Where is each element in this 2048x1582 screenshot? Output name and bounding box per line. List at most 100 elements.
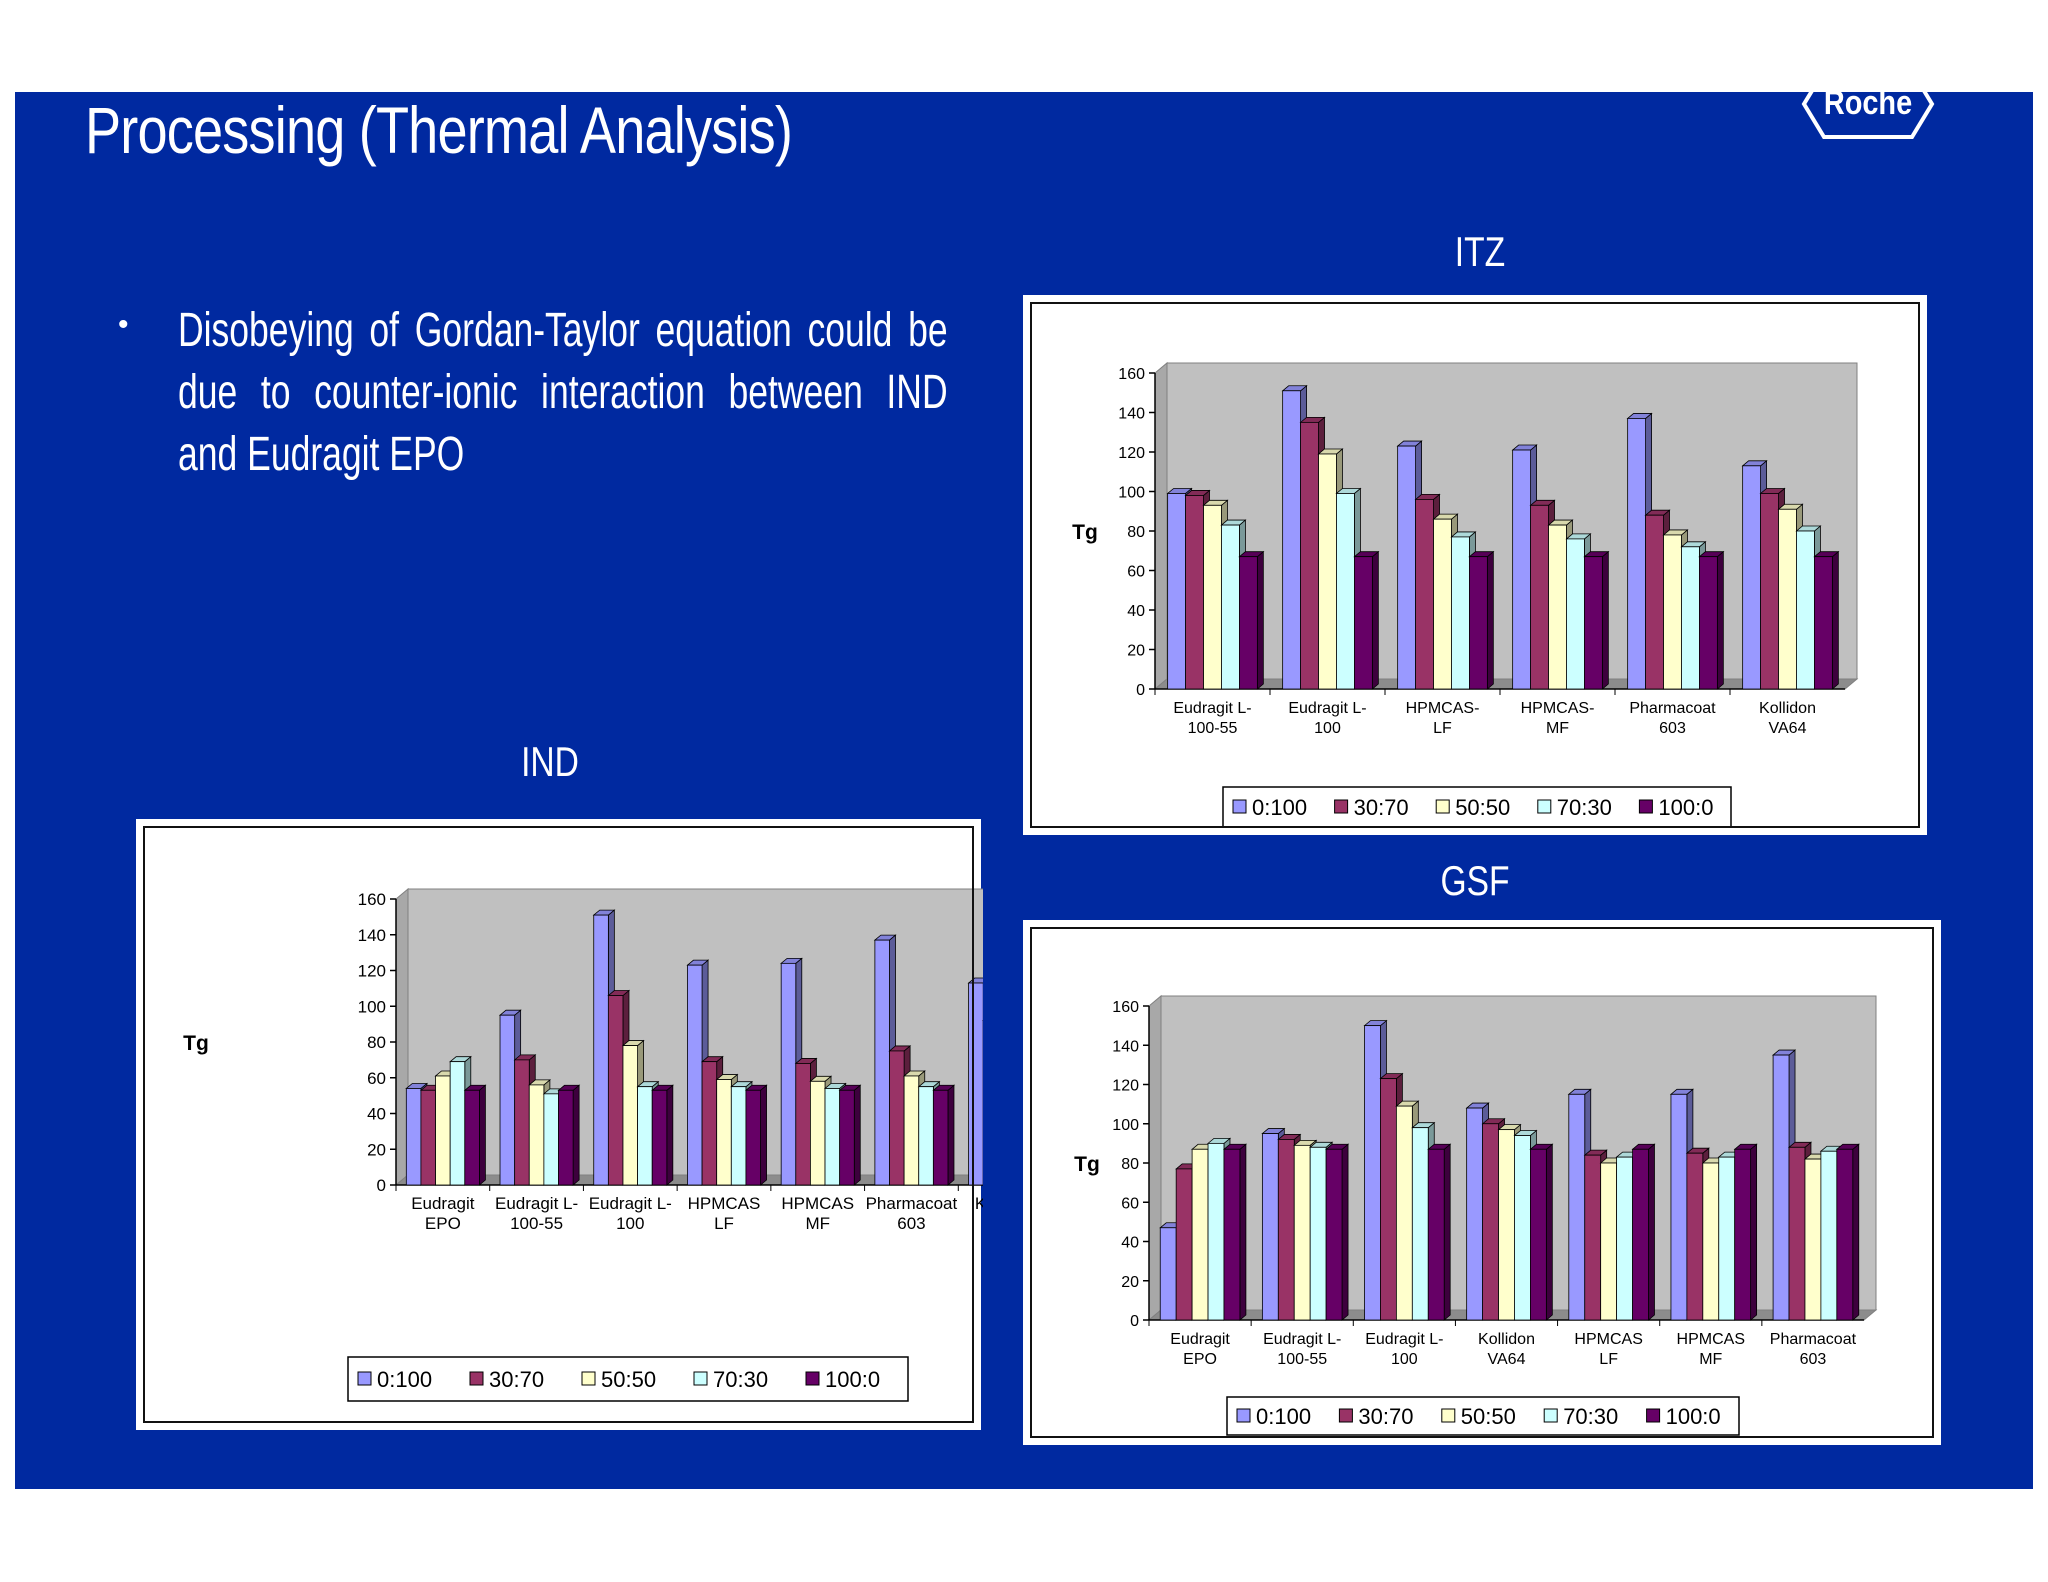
bar — [1627, 418, 1646, 690]
legend-swatch — [805, 1371, 820, 1386]
bar-side — [1616, 1157, 1624, 1321]
bar-top — [542, 1088, 566, 1095]
bar — [1221, 524, 1240, 690]
x-category-label: Eudragit L- — [495, 1194, 578, 1213]
bar-side — [1584, 533, 1591, 690]
bar-top — [1206, 1137, 1232, 1144]
bar — [499, 1014, 516, 1186]
bar-side — [918, 1070, 926, 1186]
x-category-label: Kollidon — [1478, 1331, 1535, 1348]
legend-swatch — [1334, 799, 1349, 814]
bar-side — [1648, 1143, 1655, 1321]
y-tick-label: 40 — [1127, 603, 1145, 620]
bar — [1261, 1133, 1279, 1321]
bar — [918, 1086, 934, 1186]
bar-top — [1771, 1049, 1797, 1056]
x-category-label: 100-55 — [1277, 1351, 1327, 1368]
bar-top — [1819, 1145, 1844, 1152]
bar-side — [889, 934, 896, 1186]
legend-swatch — [693, 1371, 708, 1386]
bar — [932, 1089, 949, 1186]
bar-top — [434, 1070, 458, 1077]
bar — [1433, 518, 1452, 690]
bar-top — [1190, 1143, 1216, 1150]
bar-top — [1835, 1143, 1860, 1150]
bar-top — [498, 1009, 522, 1016]
bar-top — [794, 1058, 818, 1064]
bar-side — [1336, 448, 1343, 690]
bar — [637, 1086, 653, 1186]
bar-top — [838, 1084, 862, 1091]
y-tick-label: 120 — [1112, 1078, 1139, 1095]
bar-side — [1686, 1088, 1694, 1321]
bar-side — [730, 1073, 738, 1186]
y-tick-label: 20 — [1121, 1274, 1139, 1291]
bar-side — [1498, 1117, 1505, 1321]
bar-side — [420, 1082, 428, 1186]
bar-side — [1750, 1143, 1758, 1321]
bar-top — [449, 1056, 472, 1063]
bar — [1415, 498, 1434, 690]
x-category-label: LF — [714, 1214, 734, 1233]
bar-top — [1411, 1122, 1436, 1129]
bar — [1300, 421, 1319, 690]
bar-side — [810, 1057, 817, 1186]
bar-top — [1626, 413, 1653, 419]
bar-top — [1450, 531, 1477, 538]
legend-swatch — [1236, 1408, 1251, 1423]
bar-side — [651, 1080, 659, 1186]
bar-side — [1239, 519, 1246, 690]
bar — [1427, 1148, 1445, 1321]
bar-side — [839, 1082, 847, 1186]
y-tick-label: 100 — [1112, 1117, 1139, 1134]
bar — [1498, 1129, 1515, 1321]
y-tick-label: 140 — [1112, 1038, 1139, 1055]
y-tick-label: 100 — [1118, 485, 1145, 502]
bar — [687, 964, 703, 1186]
x-category-label: 100-55 — [1188, 720, 1238, 737]
bar — [593, 914, 609, 1186]
x-category-label: Kollidon — [975, 1194, 983, 1213]
bar-side — [1600, 1149, 1608, 1321]
bar-top — [1220, 519, 1247, 526]
x-category-label: 603 — [1800, 1351, 1827, 1368]
chart-itz-svg: 0 20 40 60 80 100 120 140 160 Tg Eudragit L- 100-55… — [1072, 361, 1859, 828]
bar-side — [1584, 1088, 1592, 1321]
bar-side — [1427, 1121, 1435, 1321]
bar-top — [1565, 533, 1592, 540]
bar — [1836, 1148, 1854, 1321]
bar-side — [449, 1070, 457, 1186]
bar-top — [1567, 1088, 1592, 1095]
x-category-label: 100-55 — [510, 1214, 563, 1233]
bar-top — [1583, 1149, 1608, 1156]
bar-top — [1395, 1100, 1420, 1107]
bar-top — [1299, 416, 1326, 423]
bar-top — [1427, 1143, 1452, 1150]
x-category-label: EPO — [425, 1214, 461, 1233]
bar — [701, 1061, 718, 1186]
bar-side — [1566, 519, 1573, 690]
y-tick-label: 40 — [1121, 1235, 1139, 1252]
plot-area — [407, 888, 983, 1176]
bar-side — [1207, 1143, 1215, 1321]
bar-top — [1379, 1073, 1404, 1080]
bar-side — [1486, 550, 1494, 690]
legend-swatch — [1537, 799, 1552, 814]
y-tick-label: 40 — [367, 1105, 386, 1124]
bar-top — [1583, 551, 1610, 558]
bar-top — [1432, 513, 1459, 520]
bar-top — [1795, 525, 1822, 532]
plot-floor — [394, 1174, 983, 1186]
bar-top — [1309, 1141, 1334, 1148]
y-tick-label: 0 — [377, 1176, 386, 1195]
bar-top — [557, 1084, 581, 1091]
bar-side — [1256, 550, 1264, 690]
bar-top — [888, 1045, 912, 1052]
bar-side — [558, 1087, 565, 1186]
bar-top — [405, 1083, 429, 1089]
roche-logo-text: Roche — [1824, 83, 1912, 122]
bar — [1514, 1135, 1531, 1321]
bar-side — [1354, 487, 1361, 690]
bar-top — [1787, 1141, 1813, 1148]
